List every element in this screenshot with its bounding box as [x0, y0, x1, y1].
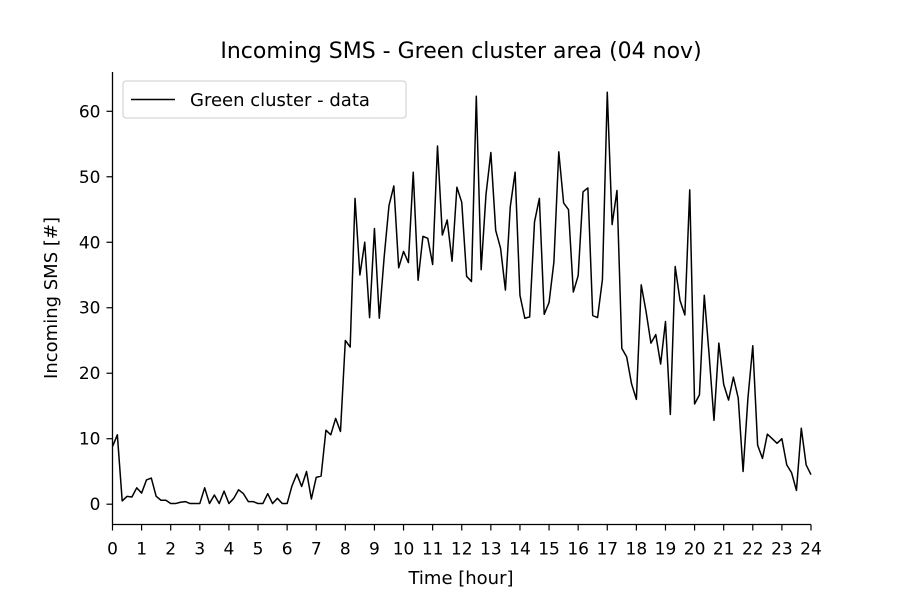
x-tick-label: 20: [684, 540, 706, 560]
x-tick-label: 4: [224, 540, 235, 560]
x-tick-label: 8: [340, 540, 351, 560]
series-line-green-cluster: [111, 91, 812, 505]
plot-area: 0 1 2 3 4 5 6 7 8 9 10 11 12 13 14 15 16 17 18 19 20 21 22 23 24…: [79, 72, 822, 560]
x-tick-label: 15: [538, 540, 560, 560]
x-tick-label: 2: [165, 540, 176, 560]
x-tick-label: 24: [800, 540, 822, 560]
x-tick-label: 9: [369, 540, 380, 560]
x-tick-label: 7: [311, 540, 322, 560]
y-tick-label: 0: [90, 495, 101, 515]
y-tick-label: 50: [79, 168, 101, 188]
x-tick-label: 0: [107, 540, 118, 560]
x-tick-label: 11: [422, 540, 444, 560]
y-axis-label: Incoming SMS [#]: [41, 217, 62, 379]
x-tick-label: 19: [655, 540, 677, 560]
legend: Green cluster - data: [122, 80, 407, 119]
x-tick-label: 1: [136, 540, 147, 560]
y-tick-label: 10: [79, 430, 101, 450]
y-tick-label: 20: [79, 364, 101, 384]
x-tick-label: 13: [480, 540, 502, 560]
y-tick-label: 30: [79, 299, 101, 319]
x-tick-label: 10: [393, 540, 415, 560]
legend-label: Green cluster - data: [190, 90, 370, 111]
x-tick-label: 17: [596, 540, 618, 560]
x-tick-label: 12: [451, 540, 473, 560]
chart-title: Incoming SMS - Green cluster area (04 no…: [220, 39, 701, 64]
x-tick-label: 21: [713, 540, 735, 560]
x-ticks: 0 1 2 3 4 5 6 7 8 9 10 11 12 13 14 15 16 17 18 19 20 21 22 23 24: [107, 524, 822, 560]
y-tick-label: 60: [79, 102, 101, 122]
y-ticks: 0 10 20 30 40 50 60: [79, 102, 113, 515]
x-tick-label: 5: [253, 540, 264, 560]
x-tick-label: 22: [742, 540, 764, 560]
x-tick-label: 3: [194, 540, 205, 560]
legend-frame: [122, 80, 407, 119]
x-tick-label: 23: [771, 540, 793, 560]
x-tick-label: 16: [567, 540, 589, 560]
y-tick-label: 40: [79, 233, 101, 253]
x-tick-label: 6: [282, 540, 293, 560]
x-axis-label: Time [hour]: [407, 568, 513, 589]
x-tick-label: 14: [509, 540, 531, 560]
x-tick-label: 18: [626, 540, 648, 560]
